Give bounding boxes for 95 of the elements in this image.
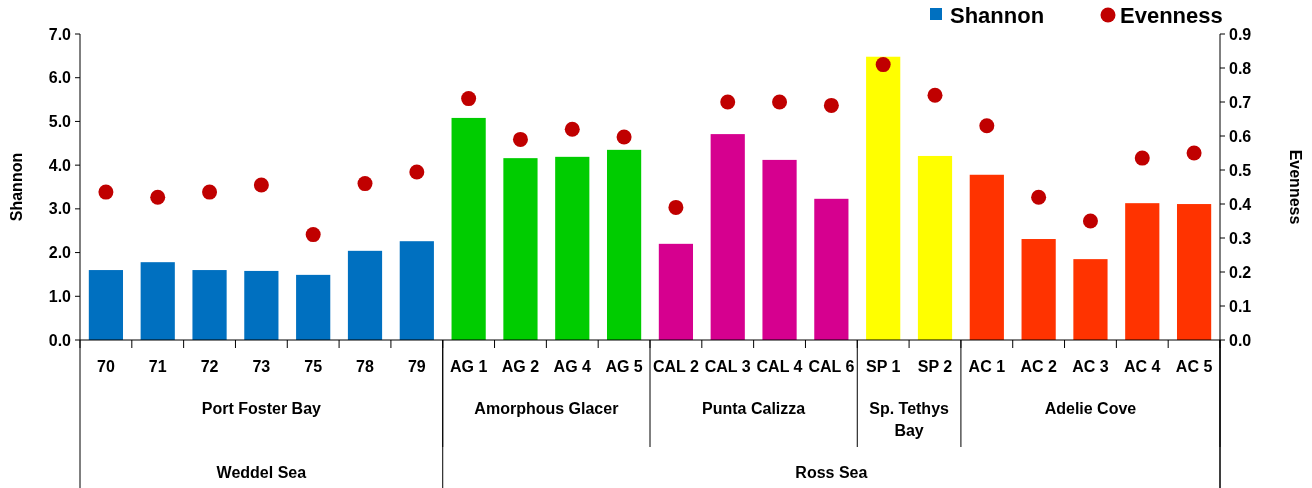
point xyxy=(409,164,425,180)
point xyxy=(720,94,736,110)
point xyxy=(150,189,166,205)
x-tick-label: AG 1 xyxy=(449,358,488,375)
point xyxy=(253,177,269,193)
x-tick-label: CAL 6 xyxy=(808,358,855,375)
bar xyxy=(606,149,642,340)
y-tick-label: 6.0 xyxy=(48,69,72,87)
bar xyxy=(88,270,124,340)
point xyxy=(202,184,218,200)
point xyxy=(616,129,632,145)
x-tick-label: SP 2 xyxy=(917,358,953,375)
point xyxy=(305,227,321,243)
x-tick-label: AG 2 xyxy=(501,358,540,375)
point xyxy=(512,131,528,147)
y-axis-title: Shannon xyxy=(8,152,25,222)
bar xyxy=(451,117,486,340)
bar xyxy=(296,274,331,340)
y2-tick-label: 0.2 xyxy=(1229,263,1252,281)
bar xyxy=(555,156,590,340)
text: Sp. Tethys Bay xyxy=(869,400,950,439)
point xyxy=(668,199,684,215)
text: Punta Calizza xyxy=(702,400,806,417)
x-tick-label: 75 xyxy=(304,358,323,375)
x-tick-label: CAL 4 xyxy=(756,358,803,375)
bar xyxy=(658,243,694,340)
x-tick-label: AC 4 xyxy=(1124,358,1161,375)
bar xyxy=(399,241,434,340)
y2-tick-label: 0.6 xyxy=(1229,127,1252,145)
y2-tick-label: 0.8 xyxy=(1229,59,1252,77)
y2-tick-label: 0.5 xyxy=(1229,161,1252,179)
bar xyxy=(762,159,797,340)
y2-tick-label: 0.7 xyxy=(1229,93,1252,111)
x-tick-label: CAL 3 xyxy=(704,358,751,375)
point xyxy=(1134,150,1150,166)
point xyxy=(1082,213,1098,229)
y-tick-label: 1.0 xyxy=(48,287,72,305)
bar xyxy=(503,158,538,340)
x-tick-label: 73 xyxy=(252,358,271,375)
point xyxy=(98,184,114,200)
point xyxy=(461,91,477,107)
point xyxy=(1186,145,1202,161)
x-tick-label: AC 1 xyxy=(968,358,1006,375)
y-tick-label: 2.0 xyxy=(48,244,72,262)
x-tick-label: 78 xyxy=(356,358,374,375)
y-tick-label: 3.0 xyxy=(48,200,72,218)
x-tick-label: 71 xyxy=(148,358,167,375)
legend-label: Shannon xyxy=(950,2,1045,28)
bar xyxy=(1073,259,1108,340)
y-tick-label: 4.0 xyxy=(48,156,72,174)
x-tick-label: AC 2 xyxy=(1020,358,1057,375)
x-tick-label: CAL 2 xyxy=(652,358,699,375)
bar xyxy=(1125,203,1160,340)
point xyxy=(823,97,839,113)
point xyxy=(979,118,995,134)
bar xyxy=(710,134,745,340)
y-tick-label: 7.0 xyxy=(48,25,72,43)
y2-tick-label: 0.0 xyxy=(1229,331,1252,349)
point xyxy=(772,94,788,110)
y2-tick-label: 0.4 xyxy=(1229,195,1252,213)
bar xyxy=(192,270,227,340)
x-tick-label: AC 5 xyxy=(1175,358,1213,375)
x-tick-label: SP 1 xyxy=(865,358,901,375)
x-tick-label: 70 xyxy=(97,358,115,375)
bar xyxy=(347,250,383,340)
bar xyxy=(814,198,849,340)
y2-tick-label: 0.9 xyxy=(1229,25,1252,43)
bar xyxy=(1021,239,1056,340)
y-tick-label: 5.0 xyxy=(48,113,72,131)
text: Amorphous Glacer xyxy=(474,400,619,417)
x-tick-label: 72 xyxy=(200,358,219,375)
x-tick-label: AG 5 xyxy=(605,358,643,375)
point xyxy=(564,121,580,137)
point xyxy=(1031,189,1047,205)
bar xyxy=(969,174,1004,340)
bar xyxy=(140,262,175,340)
bar xyxy=(917,155,953,340)
point xyxy=(927,87,943,103)
x-tick-label: AC 3 xyxy=(1072,358,1109,375)
bar xyxy=(1176,204,1212,340)
y2-tick-label: 0.3 xyxy=(1229,229,1252,247)
y2-tick-label: 0.1 xyxy=(1229,297,1252,315)
y-tick-label: 0.0 xyxy=(48,331,72,349)
point xyxy=(357,176,373,192)
x-tick-label: 79 xyxy=(407,358,426,375)
y2-axis-title: Evenness xyxy=(1287,149,1304,225)
bar xyxy=(866,56,901,340)
text: Ross Sea xyxy=(795,464,868,481)
bar xyxy=(244,270,279,340)
legend-label: Evenness xyxy=(1120,2,1223,28)
x-tick-label: AG 4 xyxy=(553,358,592,375)
text: Port Foster Bay xyxy=(201,400,322,417)
point xyxy=(875,57,891,73)
text: Weddel Sea xyxy=(216,464,307,481)
text: Adelie Cove xyxy=(1044,400,1137,417)
